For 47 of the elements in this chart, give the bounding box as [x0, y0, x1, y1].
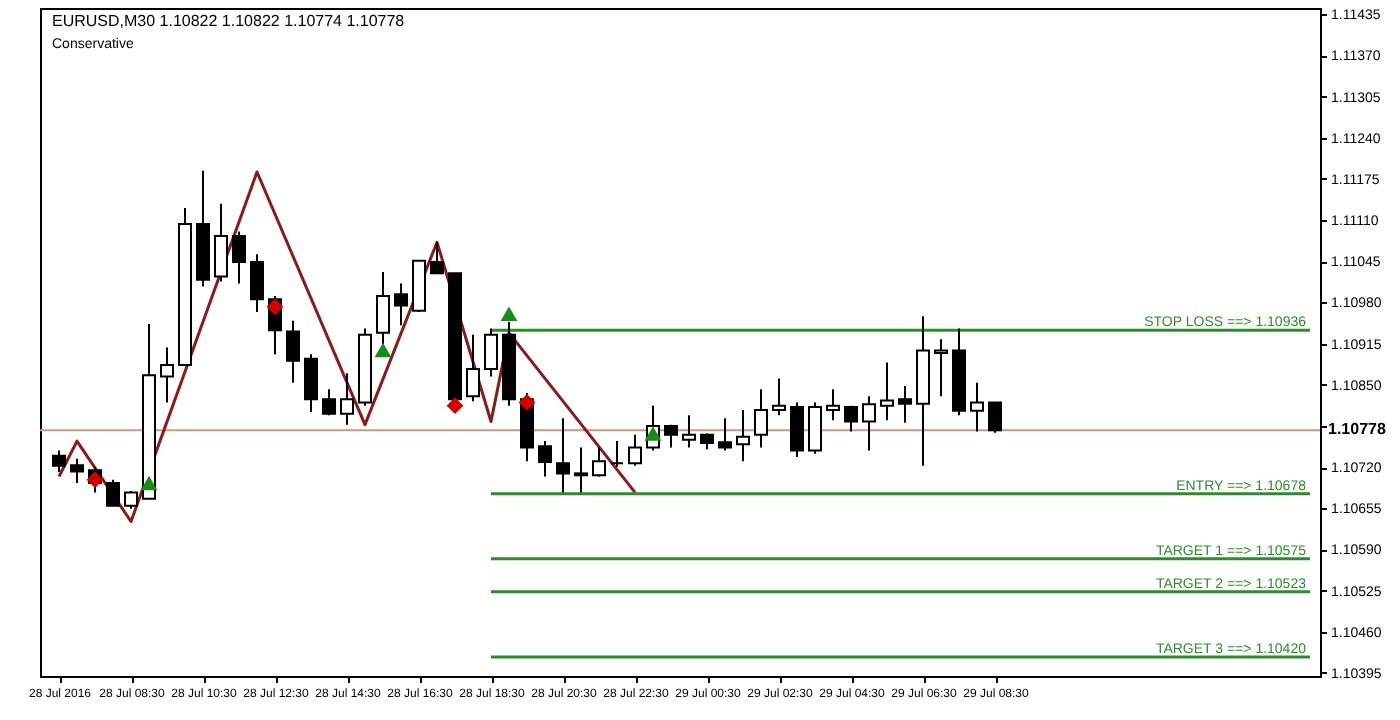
- candlestick: [340, 372, 354, 426]
- candlestick: [430, 241, 444, 275]
- candlestick: [880, 361, 894, 422]
- candlestick: [862, 395, 876, 452]
- candlestick: [52, 449, 66, 474]
- chart-title: EURUSD,M30 1.10822 1.10822 1.10774 1.10778: [52, 12, 406, 30]
- candlestick: [214, 202, 228, 283]
- candlestick: [556, 417, 570, 494]
- candlestick: [232, 230, 246, 285]
- candlestick: [682, 414, 696, 449]
- candlestick: [394, 282, 408, 327]
- candlestick: [772, 377, 786, 417]
- line-series: [57, 170, 637, 524]
- candlestick: [970, 381, 984, 433]
- point: [86, 471, 104, 489]
- candlestick: [628, 433, 642, 467]
- point: [374, 342, 392, 358]
- candlestick: [826, 388, 840, 422]
- point: [140, 475, 158, 491]
- candlestick: [304, 353, 318, 413]
- candlestick: [934, 338, 948, 398]
- candlestick: [106, 478, 120, 507]
- point: [446, 397, 464, 414]
- point: [518, 394, 536, 411]
- candlestick: [736, 409, 750, 463]
- candlestick: [988, 401, 1002, 434]
- candlestick: [844, 404, 858, 433]
- point: [266, 298, 284, 316]
- candlestick: [160, 346, 174, 404]
- candlestick: [574, 446, 588, 494]
- point: [500, 306, 518, 322]
- candlestick: [250, 253, 264, 313]
- candlestick: [718, 417, 732, 452]
- point: [644, 426, 662, 441]
- candlestick: [790, 401, 804, 458]
- candlestick: [754, 388, 768, 449]
- candlestick: [322, 388, 336, 417]
- candlestick: [808, 401, 822, 455]
- candlestick: [538, 440, 552, 478]
- candlestick: [466, 333, 480, 403]
- candlestick: [484, 327, 498, 378]
- candlestick: [286, 319, 300, 384]
- candlestick: [898, 385, 912, 424]
- ref-line-label: 1.10778: [1328, 420, 1387, 439]
- candlestick: [592, 446, 606, 478]
- candlestick: [70, 457, 84, 484]
- candlestick: [610, 440, 624, 469]
